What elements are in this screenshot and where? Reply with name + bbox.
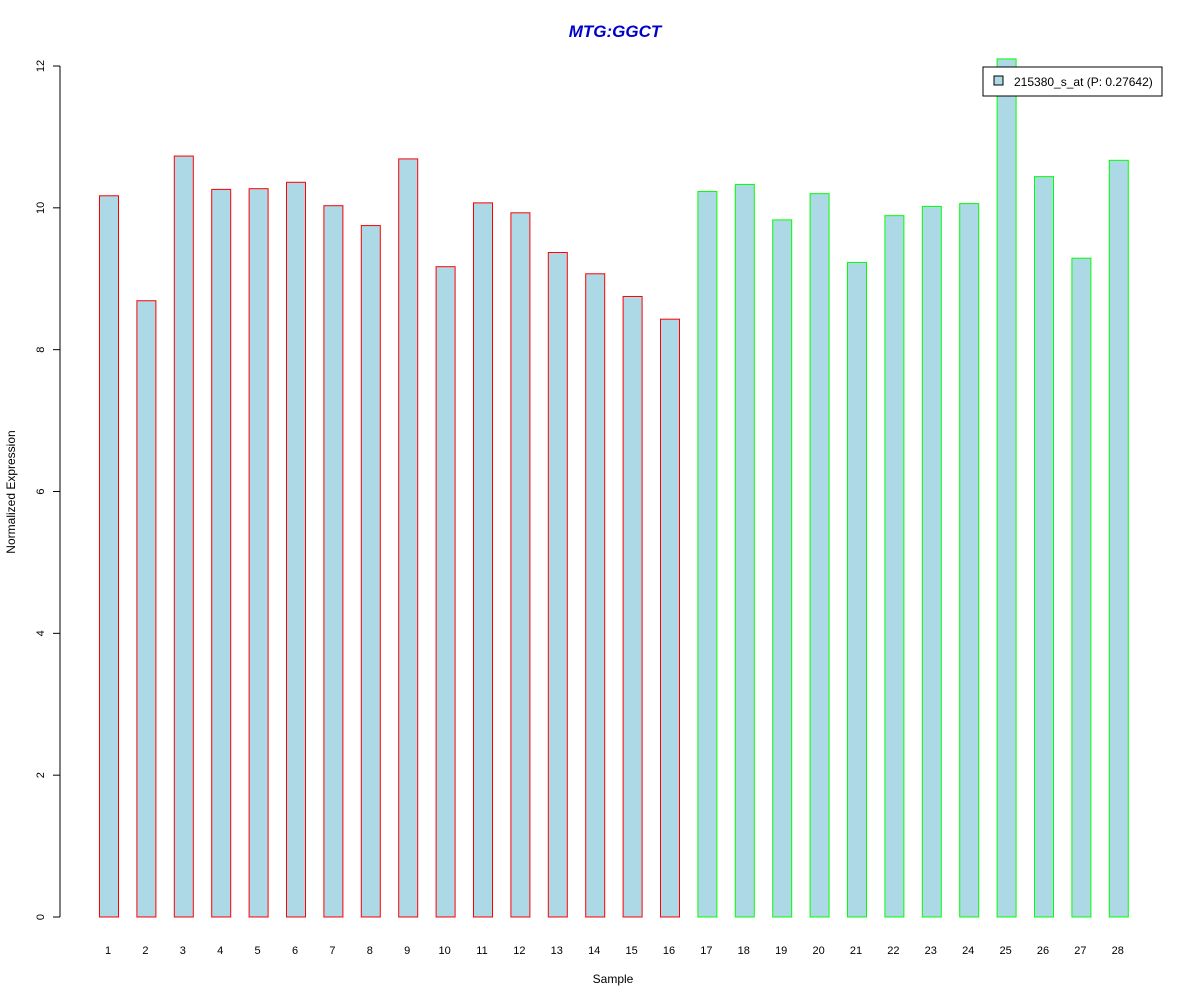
x-tick-label: 18 [738,945,750,957]
x-tick-label: 22 [887,945,899,957]
x-tick-label: 23 [925,945,937,957]
x-tick-label: 10 [438,945,450,957]
x-tick-label: 15 [625,945,637,957]
y-tick-label: 6 [35,488,47,494]
bar-sample-23 [921,205,942,918]
bar-sample-18 [734,183,755,918]
x-tick-label: 24 [962,945,974,957]
bar-sample-4 [211,188,232,918]
x-tick-label: 16 [663,945,675,957]
bar-sample-24 [959,203,980,918]
legend-swatch [993,75,1004,86]
x-tick-label: 6 [292,945,298,957]
x-tick-label: 9 [404,945,410,957]
x-tick-label: 20 [812,945,824,957]
x-tick-label: 28 [1112,945,1124,957]
x-tick-label: 2 [142,945,148,957]
bar-sample-22 [884,215,905,918]
chart-title: MTG:GGCT [569,22,663,41]
bar-sample-2 [136,300,157,918]
bar-sample-7 [323,205,344,918]
bar-sample-3 [173,155,194,918]
bar-sample-26 [1034,176,1054,918]
x-axis-label: Sample [593,972,634,986]
x-tick-label: 17 [700,945,712,957]
x-tick-label: 8 [367,945,373,957]
x-tick-label: 26 [1037,945,1049,957]
bar-sample-11 [473,202,493,918]
x-tick-label: 5 [255,945,261,957]
y-tick-label: 12 [35,60,47,72]
bar-sample-21 [847,261,867,918]
legend-box [982,66,1163,97]
y-tick-label: 8 [35,347,47,353]
y-tick-label: 10 [35,202,47,214]
bar-sample-15 [622,295,643,918]
x-tick-label: 25 [999,945,1011,957]
x-axis-tick-labels: 1 2 3 4 5 6 7 8 9 10 11 12 13 14 15 16 17 18 19 20 21 22 23 24 2… [105,945,1124,957]
bar-sample-5 [248,188,269,918]
y-tick-label: 0 [35,914,47,920]
bars-group [99,58,1129,918]
bar-sample-1 [99,195,119,918]
x-tick-label: 21 [850,945,862,957]
bar-sample-12 [510,212,531,918]
bar-sample-17 [697,191,718,918]
x-tick-label: 3 [180,945,186,957]
bar-sample-16 [660,318,680,918]
y-tick-label: 4 [35,630,47,636]
bar-sample-13 [547,252,568,918]
x-tick-label: 27 [1074,945,1086,957]
y-tick-label: 2 [35,772,47,778]
x-tick-label: 4 [217,945,223,957]
bar-sample-20 [809,193,830,918]
x-tick-label: 11 [476,945,487,957]
bar-sample-28 [1108,159,1129,918]
bar-sample-9 [398,158,419,918]
x-tick-label: 19 [775,945,787,957]
x-tick-label: 7 [329,945,335,957]
bar-sample-14 [585,273,606,918]
bar-sample-25 [996,58,1017,918]
bar-sample-27 [1071,257,1092,918]
y-axis: 0 2 4 6 8 10 12 [35,60,61,920]
bar-sample-8 [360,225,381,918]
x-tick-label: 13 [551,945,563,957]
x-tick-label: 14 [588,945,600,957]
legend: 215380_s_at (P: 0.27642) [982,66,1163,97]
legend-entry-label: 215380_s_at (P: 0.27642) [1014,75,1153,89]
bar-sample-6 [286,181,306,918]
x-tick-label: 12 [513,945,525,957]
bar-sample-19 [772,219,793,918]
bar-sample-10 [435,266,456,918]
y-axis-label: Normalized Expression [4,430,18,553]
x-tick-label: 1 [105,945,111,957]
